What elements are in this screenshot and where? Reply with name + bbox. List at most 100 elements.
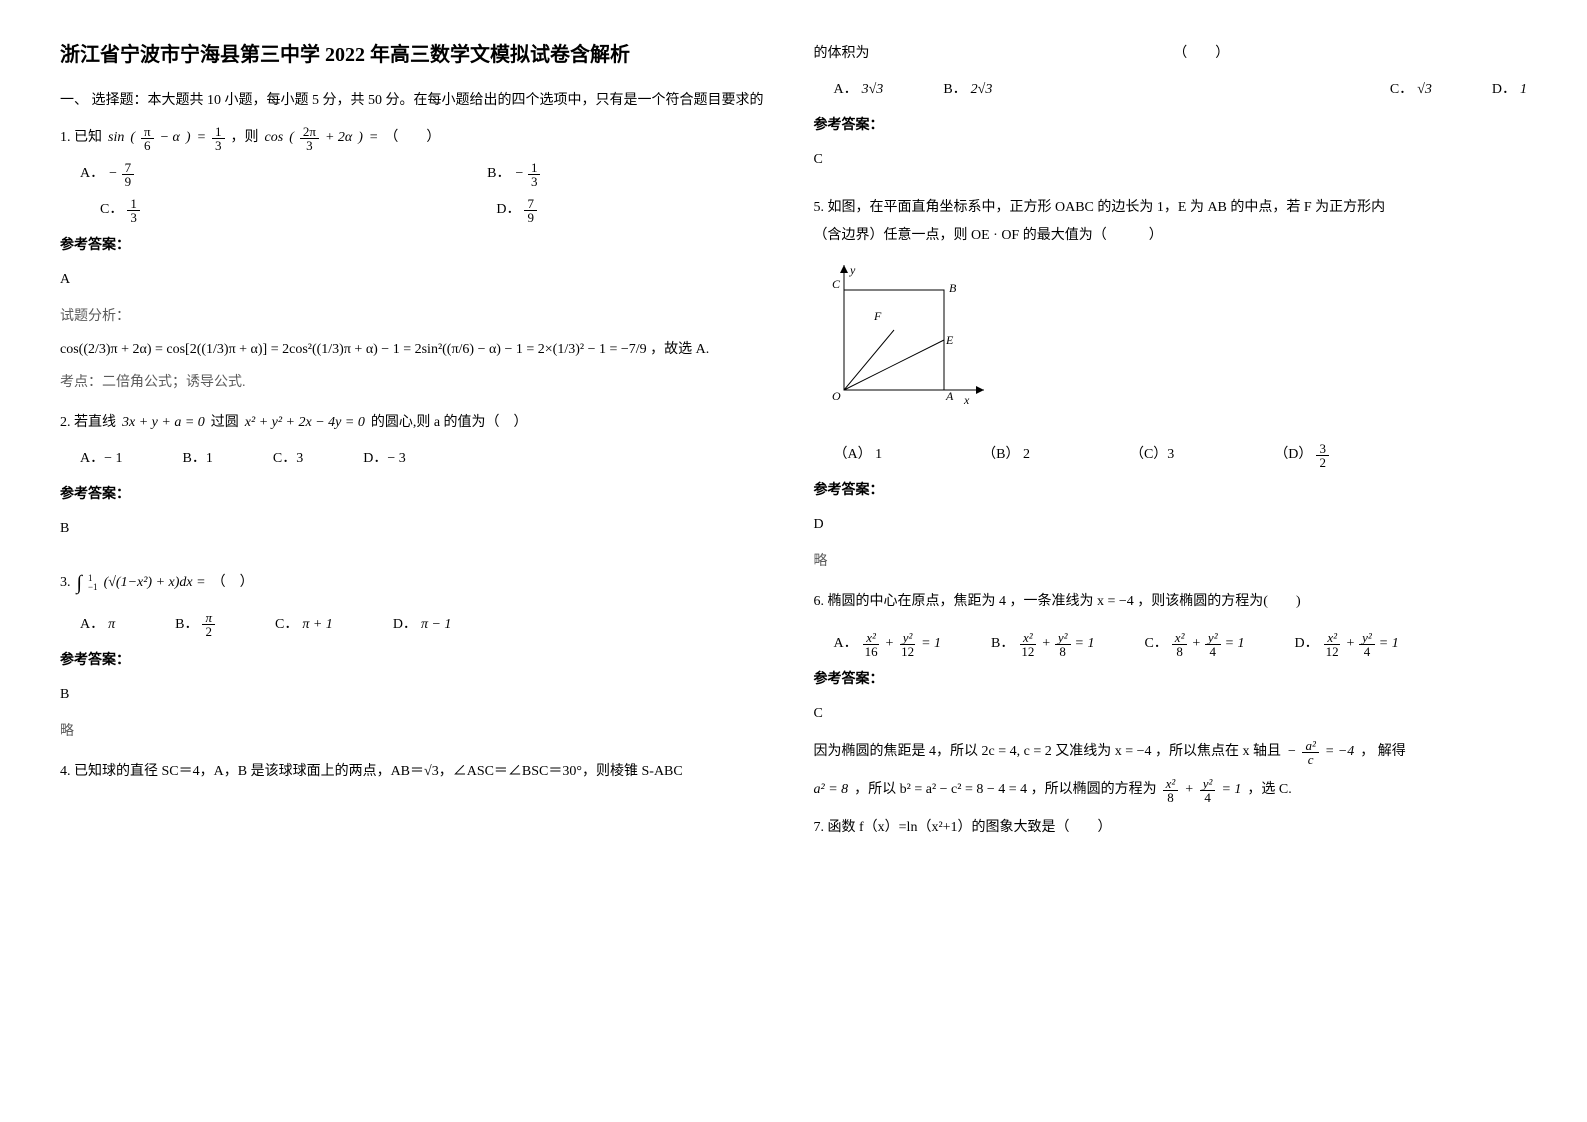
q1-optB-den: 3 [528, 175, 541, 188]
q3-optB-label: B． [175, 611, 198, 639]
q6-optC: C． x²8 + y²4 = 1 [1144, 630, 1244, 658]
q1-lparen2: ( [289, 124, 294, 152]
q1-options-row1: A． − 7 9 B． − 1 3 [80, 160, 774, 188]
doc-title: 浙江省宁波市宁海县第三中学 2022 年高三数学文模拟试卷含解析 [60, 40, 774, 70]
q2-stem: 2. 若直线 3x + y + a = 0 过圆 x² + y² + 2x − … [60, 409, 774, 437]
q2-ans: B [60, 515, 774, 543]
q6-options: A． x²16 + y²12 = 1 B． x²12 + y²8 = 1 C． … [834, 630, 1528, 658]
q6-optD: D． x²12 + y²4 = 1 [1295, 630, 1399, 658]
q4b-optB-val: 2√3 [971, 76, 993, 104]
q4b-optC-label: C． [1390, 76, 1413, 104]
q1-optB-frac: 1 3 [528, 161, 541, 188]
fig-y: y [849, 263, 856, 277]
q3-prefix: 3. [60, 569, 71, 597]
q3-optD-val: π − 1 [421, 611, 451, 639]
q6-optB-xd: 12 [1018, 645, 1037, 658]
q2-ans-label: 参考答案： [60, 481, 774, 509]
q3-optC: C． π + 1 [275, 611, 333, 639]
q3-ans-label: 参考答案： [60, 647, 774, 675]
q6-prefix: 6. 椭圆的中心在原点，焦距为 4 ，一条准线为 x = −4 ，则该椭圆的方程… [814, 588, 1528, 616]
q1-eq1: = [197, 124, 206, 152]
q6-ans: C [814, 700, 1528, 728]
question-3: 3. ∫ 1 −1 (√(1−x²) + x)dx = （ ） A． π B． … [60, 563, 774, 748]
q1-long-equation: cos((2/3)π + 2α) = cos[2((1/3)π + α)] = … [60, 336, 774, 364]
q1-frac-rhs1: 1 3 [212, 125, 225, 152]
q4b-optC: C． √3 [1390, 76, 1432, 104]
q1-optD-label: D． [496, 196, 520, 224]
q1-optD-frac: 7 9 [524, 197, 537, 224]
fig-F: F [873, 309, 882, 323]
q6-expl-frac-num: a² [1302, 739, 1318, 753]
q5-optD-label: （D） [1274, 441, 1312, 469]
q6-expl-p1: 因为椭圆的焦距是 4，所以 2c = 4, c = 2 又准线为 x = −4 … [814, 738, 1282, 766]
q3-stem: 3. ∫ 1 −1 (√(1−x²) + x)dx = （ ） [60, 563, 774, 603]
q4b-optA: A． 3√3 [834, 76, 884, 104]
q2-suffix: 的圆心,则 a 的值为（ ） [371, 409, 528, 437]
q5-ans: D [814, 511, 1528, 539]
q3-extra: 略 [60, 719, 774, 744]
q3-options: A． π B． π 2 C． π + 1 D． π − 1 [80, 611, 774, 639]
q3-optD-label: D． [393, 611, 417, 639]
q3-optA-label: A． [80, 611, 104, 639]
q5-optB: （B） 2 [982, 441, 1030, 469]
q1-optD-den: 9 [524, 211, 537, 224]
q1-ans-label: 参考答案： [60, 232, 774, 260]
q6-optB: B． x²12 + y²8 = 1 [991, 630, 1094, 658]
q1-ans: A [60, 266, 774, 294]
q3-optB-den: 2 [202, 625, 215, 638]
q1-frac1-num: π [141, 125, 154, 139]
q1-optC-label: C． [100, 196, 123, 224]
q1-optC: C． 1 3 [100, 196, 140, 224]
q6-expl-line1: 因为椭圆的焦距是 4，所以 2c = 4, c = 2 又准线为 x = −4 … [814, 738, 1528, 766]
q1-analysis-label: 试题分析： [60, 304, 774, 329]
q1-optA-sign: − [108, 160, 117, 188]
right-column: 的体积为 （ ） A． 3√3 B． 2√3 C． √3 D． 1 [814, 40, 1528, 1082]
q2-optA: A．− 1 [80, 445, 123, 473]
section-heading: 一、 选择题：本大题共 10 小题，每小题 5 分，共 50 分。在每小题给出的… [60, 90, 774, 112]
q3-lb: −1 [88, 583, 98, 592]
q4b-optC-val: √3 [1417, 76, 1432, 104]
q1-optA-frac: 7 9 [122, 161, 135, 188]
q3-expr: (√(1−x²) + x)dx = [104, 569, 206, 597]
q2-options: A．− 1 B．1 C．3 D．− 3 [80, 445, 774, 473]
q1-optD-num: 7 [524, 197, 537, 211]
q1-optA-label: A． [80, 160, 104, 188]
q5-optD-frac: 3 2 [1316, 442, 1329, 469]
q6-optD-label: D． [1295, 630, 1319, 658]
q1-optD: D． 7 9 [496, 196, 537, 224]
q2-eq2: x² + y² + 2x − 4y = 0 [245, 409, 365, 437]
q3-ans: B [60, 681, 774, 709]
q6-expl-p2b: ，所以 b² = a² − c² = 8 − 4 = 4 ，所以椭圆的方程为 [854, 776, 1157, 804]
q1-comma: ，则 [231, 124, 259, 152]
q5-optD: （D） 3 2 [1274, 441, 1329, 469]
q6-optD-yd: 4 [1361, 645, 1374, 658]
q1-point: 考点：二倍角公式；诱导公式. [60, 370, 774, 395]
q1-frac2: 2π 3 [300, 125, 319, 152]
q2-optD: D．− 3 [363, 445, 406, 473]
q1-lparen: ( [130, 124, 135, 152]
q5-ans-label: 参考答案： [814, 477, 1528, 505]
q6-expl-fy: 4 [1201, 791, 1214, 804]
q6-optA-label: A． [834, 630, 858, 658]
q6-optA: A． x²16 + y²12 = 1 [834, 630, 942, 658]
q1-eq-long-text: cos((2/3)π + 2α) = cos[2((1/3)π + α)] = … [60, 342, 647, 357]
q1-prefix: 1. 已知 [60, 124, 102, 152]
q1-stem: 1. 已知 sin ( π 6 − α ) = 1 3 ，则 cos ( 2π … [60, 124, 774, 152]
q5-optA: （A） 1 [834, 441, 883, 469]
q4b-cont: 的体积为 [814, 40, 870, 68]
q5-square-diagram: O A B C E F x y [814, 260, 994, 420]
q4b-optD: D． 1 [1492, 76, 1527, 104]
q2-mid: 过圆 [211, 409, 239, 437]
q4b-optB-label: B． [943, 76, 966, 104]
q3-optC-val: π + 1 [302, 611, 332, 639]
q1-optA: A． − 7 9 [80, 160, 134, 188]
question-6: 6. 椭圆的中心在原点，焦距为 4 ，一条准线为 x = −4 ，则该椭圆的方程… [814, 588, 1528, 804]
fig-O: O [832, 389, 841, 403]
q1-optC-frac: 1 3 [127, 197, 140, 224]
fig-E: E [945, 333, 954, 347]
q6-expl-fx: 8 [1164, 791, 1177, 804]
q1-frac1-den: 6 [141, 139, 154, 152]
q3-int: ∫ [77, 563, 82, 603]
q1-rparen: ) [186, 124, 191, 152]
q3-optB-num: π [202, 611, 215, 625]
